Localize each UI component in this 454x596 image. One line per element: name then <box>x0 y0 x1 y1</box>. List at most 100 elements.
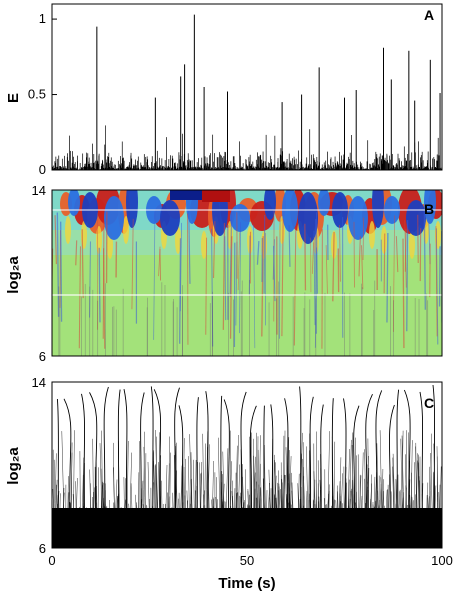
ridge-line <box>347 448 350 548</box>
heatmap-streak <box>222 222 226 330</box>
ridge-line <box>305 490 308 548</box>
ridge-line <box>376 505 380 548</box>
panel-c-ridges <box>52 384 442 548</box>
ridge-line <box>187 509 191 548</box>
ridge-line <box>156 462 159 548</box>
ridge-line <box>249 494 251 548</box>
ridge-line <box>155 464 158 548</box>
ridge-line <box>229 461 232 548</box>
heatmap-blob-blue <box>406 200 426 236</box>
ridge-line-long <box>56 398 59 529</box>
ridge-line <box>341 503 346 548</box>
heatmap-streak <box>253 224 256 349</box>
ridge-line <box>99 443 104 548</box>
heatmap-streak <box>153 211 156 340</box>
ridge-line <box>144 453 147 548</box>
ridge-line <box>438 466 442 548</box>
heatmap-streak <box>316 212 318 294</box>
ridge-line <box>289 472 292 548</box>
heatmap-blob-blue <box>298 192 318 244</box>
ridge-line <box>92 438 95 548</box>
heatmap-streak <box>358 236 361 277</box>
heatmap-streak <box>339 224 341 282</box>
ridge-line <box>424 509 428 548</box>
heatmap-blob-yellow <box>123 216 129 244</box>
ridge-line <box>384 505 386 548</box>
ridge-line <box>135 494 138 548</box>
heatmap-streak <box>237 232 240 291</box>
heatmap-blob-yellow <box>201 231 207 259</box>
ridge-line-long <box>140 392 145 529</box>
panel-c-xlabel: Time (s) <box>218 575 275 592</box>
ridge-line <box>247 504 249 548</box>
ridge-line-long <box>284 398 289 529</box>
ridge-line <box>143 446 146 548</box>
ridge-line <box>167 436 170 548</box>
heatmap-streak <box>159 249 162 281</box>
heatmap-blob-blue <box>230 204 250 232</box>
ridge-line <box>358 509 362 548</box>
heatmap-streak <box>435 226 438 337</box>
ytick-label: 6 <box>39 541 46 556</box>
ridge-line <box>164 464 168 548</box>
ridge-line <box>90 496 93 548</box>
ridge-line-long <box>150 386 154 529</box>
ridge-line <box>323 498 327 548</box>
ridge-line-long <box>89 392 98 529</box>
ridge-line <box>291 482 295 548</box>
ridge-line <box>106 505 109 548</box>
ridge-line <box>126 440 129 548</box>
ridge-line <box>257 436 259 548</box>
heatmap-streak <box>78 246 81 349</box>
panel-b-yticks: 6 14 <box>32 183 46 364</box>
ridge-line <box>284 430 286 548</box>
heatmap-streak <box>311 242 314 274</box>
ridge-line <box>232 480 234 548</box>
ridge-line <box>110 502 114 548</box>
ridge-line <box>128 503 132 548</box>
ridge-line <box>222 451 226 548</box>
ytick-label: 14 <box>32 183 46 198</box>
ridge-line <box>264 509 269 548</box>
ridge-line-long <box>205 391 209 529</box>
ridge-line <box>58 493 61 548</box>
ridge-line <box>400 438 404 548</box>
heatmap-blob-yellow <box>381 226 387 254</box>
ridge-line <box>178 498 181 548</box>
heatmap-streak <box>224 236 227 321</box>
ridge-line <box>259 498 262 548</box>
ridge-line <box>155 436 157 548</box>
ridge-line <box>179 465 183 548</box>
ridge-line <box>309 493 313 548</box>
heatmap-streak <box>81 229 84 299</box>
heatmap-streak <box>261 236 264 337</box>
ridge-line <box>367 508 371 548</box>
ridge-line-long <box>389 404 395 529</box>
ridge-line <box>199 461 203 548</box>
heatmap-streak <box>313 230 316 326</box>
ridge-line <box>234 445 238 548</box>
ridge-line <box>161 480 163 548</box>
ridge-line-long <box>240 391 247 529</box>
ridge-line-long <box>309 396 314 529</box>
ridge-line <box>155 429 159 548</box>
ridge-line <box>221 482 225 548</box>
heatmap-streak <box>325 245 328 294</box>
ridge-line <box>373 476 376 548</box>
heatmap-blob-blue <box>264 190 276 220</box>
heatmap-streak <box>98 247 101 323</box>
ridge-line <box>266 482 270 548</box>
ridge-line <box>186 490 190 548</box>
ridge-line <box>260 463 263 548</box>
heatmap-streak <box>179 238 182 344</box>
ridge-line <box>396 491 401 548</box>
ridge-line <box>75 477 78 548</box>
ridge-line <box>72 509 74 548</box>
heatmap-streak <box>248 235 251 295</box>
heatmap-streak <box>279 216 281 339</box>
ridge-line <box>390 491 394 548</box>
ridge-line <box>97 467 99 548</box>
ridge-line <box>274 482 278 548</box>
heatmap-streak <box>293 227 297 346</box>
